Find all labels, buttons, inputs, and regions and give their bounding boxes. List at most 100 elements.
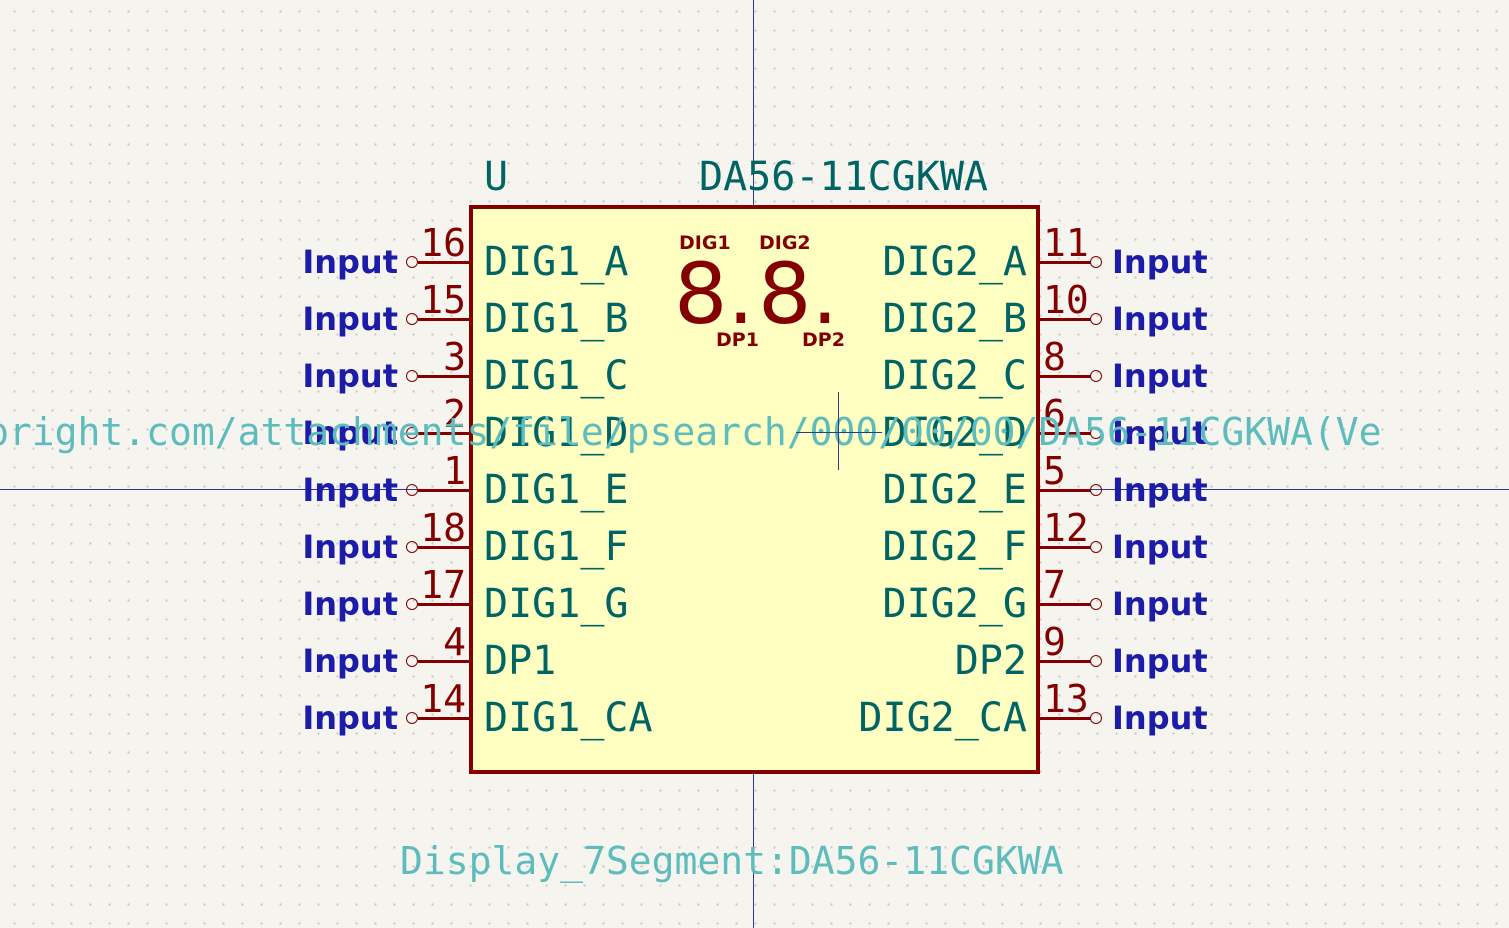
right-pin-9-connection-circle[interactable]	[1090, 655, 1102, 667]
dig1-graphic-label: DIG1	[679, 232, 731, 254]
right-pin-10-connection-circle[interactable]	[1090, 313, 1102, 325]
right-pin-12-connection-circle[interactable]	[1090, 541, 1102, 553]
left-pin-18-net-label[interactable]: Input	[302, 528, 398, 566]
right-pin-13-net-label[interactable]: Input	[1112, 699, 1208, 737]
left-pin-1-connection-circle[interactable]	[406, 484, 418, 496]
right-pin-6-connection-circle[interactable]	[1090, 427, 1102, 439]
left-pin-4-net-label[interactable]: Input	[302, 642, 398, 680]
right-pin-5-name: DIG2_E	[882, 467, 1028, 513]
left-pin-3-line[interactable]	[418, 375, 469, 378]
left-pin-2-line[interactable]	[418, 432, 469, 435]
right-pin-10-name: DIG2_B	[882, 296, 1028, 342]
right-pin-7-name: DIG2_G	[882, 581, 1028, 627]
anchor-cross-vertical	[838, 392, 839, 470]
right-pin-10-number: 10	[1043, 278, 1089, 322]
left-pin-2-connection-circle[interactable]	[406, 427, 418, 439]
right-pin-7-line[interactable]	[1040, 603, 1091, 606]
left-pin-16-net-label[interactable]: Input	[302, 243, 398, 281]
right-pin-9-net-label[interactable]: Input	[1112, 642, 1208, 680]
right-pin-12-line[interactable]	[1040, 546, 1091, 549]
left-pin-15-name: DIG1_B	[484, 296, 629, 342]
left-pin-14-line[interactable]	[418, 717, 469, 720]
component-value[interactable]: DA56-11CGKWA	[699, 154, 988, 200]
right-pin-10-net-label[interactable]: Input	[1112, 300, 1208, 338]
left-pin-14-number: 14	[420, 677, 466, 721]
right-pin-6-name: DIG2_D	[882, 410, 1028, 456]
right-pin-9-name: DP2	[954, 638, 1027, 684]
datasheet-field[interactable]: pright.com/attachments/file/psearch/000/…	[0, 410, 1382, 454]
dp2-graphic-label: DP2	[802, 329, 845, 351]
dig2-graphic-label: DIG2	[759, 232, 811, 254]
left-pin-2-number: 2	[443, 392, 466, 436]
anchor-cross-horizontal	[796, 432, 882, 433]
left-pin-3-connection-circle[interactable]	[406, 370, 418, 382]
left-pin-1-name: DIG1_E	[484, 467, 629, 513]
right-pin-5-connection-circle[interactable]	[1090, 484, 1102, 496]
right-pin-10-line[interactable]	[1040, 318, 1091, 321]
left-pin-18-number: 18	[420, 506, 466, 550]
left-pin-3-number: 3	[443, 335, 466, 379]
library-id-field[interactable]: Display_7Segment:DA56-11CGKWA	[400, 839, 1064, 883]
right-pin-13-number: 13	[1043, 677, 1089, 721]
right-pin-9-line[interactable]	[1040, 660, 1091, 663]
left-pin-17-connection-circle[interactable]	[406, 598, 418, 610]
right-pin-5-line[interactable]	[1040, 489, 1091, 492]
right-pin-7-connection-circle[interactable]	[1090, 598, 1102, 610]
right-pin-5-net-label[interactable]: Input	[1112, 471, 1208, 509]
right-pin-13-name: DIG2_CA	[858, 695, 1027, 741]
right-pin-12-number: 12	[1043, 506, 1089, 550]
left-pin-4-name: DP1	[484, 638, 557, 684]
right-pin-6-line[interactable]	[1040, 432, 1091, 435]
left-pin-17-number: 17	[420, 563, 466, 607]
left-pin-18-name: DIG1_F	[484, 524, 629, 570]
left-pin-18-line[interactable]	[418, 546, 469, 549]
left-pin-4-line[interactable]	[418, 660, 469, 663]
right-pin-8-number: 8	[1043, 335, 1066, 379]
left-pin-15-connection-circle[interactable]	[406, 313, 418, 325]
left-pin-4-connection-circle[interactable]	[406, 655, 418, 667]
left-pin-1-line[interactable]	[418, 489, 469, 492]
left-pin-2-net-label[interactable]: Input	[302, 414, 398, 452]
left-pin-14-connection-circle[interactable]	[406, 712, 418, 724]
left-pin-16-connection-circle[interactable]	[406, 256, 418, 268]
right-pin-11-connection-circle[interactable]	[1090, 256, 1102, 268]
right-pin-6-net-label[interactable]: Input	[1112, 414, 1208, 452]
left-pin-17-net-label[interactable]: Input	[302, 585, 398, 623]
left-pin-17-name: DIG1_G	[484, 581, 629, 627]
symbol-body[interactable]	[469, 205, 1040, 774]
reference-designator[interactable]: U	[484, 154, 509, 200]
digit-1-glyph: 8.	[674, 245, 755, 343]
dp1-graphic-label: DP1	[716, 329, 759, 351]
right-pin-9-number: 9	[1043, 620, 1066, 664]
right-pin-12-net-label[interactable]: Input	[1112, 528, 1208, 566]
right-pin-8-net-label[interactable]: Input	[1112, 357, 1208, 395]
left-pin-14-name: DIG1_CA	[484, 695, 653, 741]
right-pin-8-line[interactable]	[1040, 375, 1091, 378]
left-pin-1-net-label[interactable]: Input	[302, 471, 398, 509]
left-pin-14-net-label[interactable]: Input	[302, 699, 398, 737]
right-pin-6-number: 6	[1043, 392, 1066, 436]
left-pin-16-line[interactable]	[418, 261, 469, 264]
left-pin-15-line[interactable]	[418, 318, 469, 321]
left-pin-17-line[interactable]	[418, 603, 469, 606]
right-pin-11-net-label[interactable]: Input	[1112, 243, 1208, 281]
right-pin-8-name: DIG2_C	[882, 353, 1028, 399]
right-pin-11-line[interactable]	[1040, 261, 1091, 264]
right-pin-11-name: DIG2_A	[882, 239, 1028, 285]
left-pin-1-number: 1	[443, 449, 466, 493]
right-pin-13-connection-circle[interactable]	[1090, 712, 1102, 724]
right-pin-5-number: 5	[1043, 449, 1066, 493]
right-pin-7-net-label[interactable]: Input	[1112, 585, 1208, 623]
right-pin-13-line[interactable]	[1040, 717, 1091, 720]
left-pin-4-number: 4	[443, 620, 466, 664]
left-pin-16-number: 16	[420, 221, 466, 265]
left-pin-15-net-label[interactable]: Input	[302, 300, 398, 338]
left-pin-3-net-label[interactable]: Input	[302, 357, 398, 395]
seven-segment-digit-1: 8.	[674, 252, 754, 336]
left-pin-3-name: DIG1_C	[484, 353, 629, 399]
right-pin-8-connection-circle[interactable]	[1090, 370, 1102, 382]
right-pin-11-number: 11	[1043, 221, 1089, 265]
digit-2-glyph: 8.	[758, 245, 839, 343]
left-pin-18-connection-circle[interactable]	[406, 541, 418, 553]
seven-segment-digit-2: 8.	[758, 252, 838, 336]
